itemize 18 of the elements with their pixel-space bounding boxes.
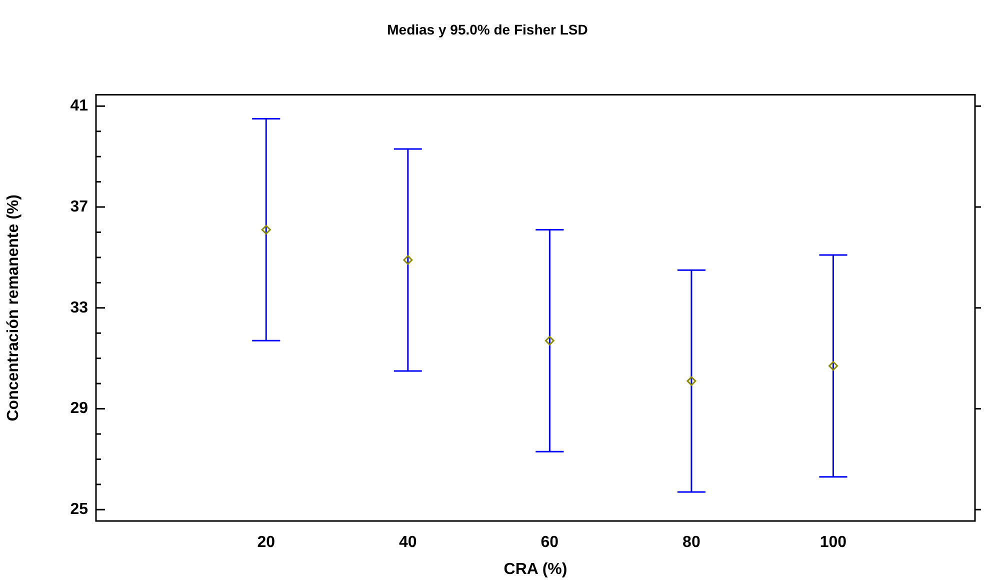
y-tick-label: 33 [70,299,88,316]
y-tick-label: 41 [70,98,88,115]
chart-title: Medias y 95.0% de Fisher LSD [387,21,588,38]
y-axis-title: Concentración remanente (%) [5,194,22,422]
point [403,255,413,265]
point [686,376,696,386]
x-tick-label: 100 [820,534,847,552]
x-tick-label: 20 [257,534,276,552]
x-tick-label: 60 [540,534,559,552]
point [544,336,554,346]
x-tick-label: 80 [682,534,700,552]
y-tick-label: 29 [70,400,88,418]
y-tick-label: 37 [70,198,88,216]
x-tick-label: 40 [399,534,417,552]
y-tick-label: 25 [70,501,88,518]
point [261,224,271,234]
x-axis-title: CRA (%) [504,560,568,578]
point [828,361,838,371]
